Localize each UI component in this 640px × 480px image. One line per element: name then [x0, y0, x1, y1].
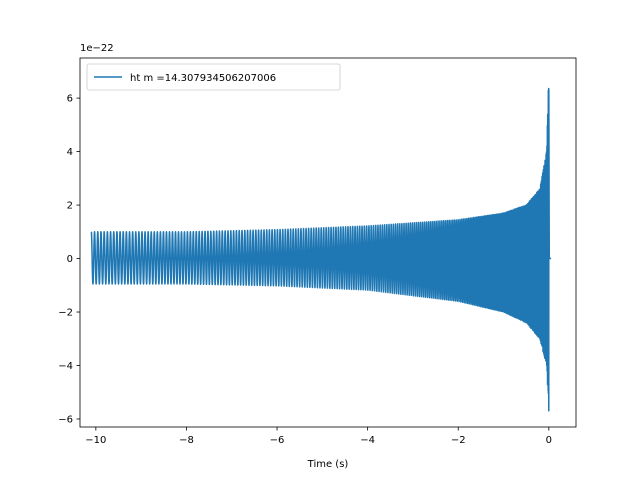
- x-tick-label: −4: [360, 435, 375, 446]
- x-tick-label: −2: [451, 435, 466, 446]
- series-line-ht: [90, 87, 552, 412]
- legend-frame: [86, 63, 341, 91]
- x-tick-label: −10: [85, 435, 106, 446]
- x-tick-label: 0: [546, 435, 552, 446]
- legend-label: ht m =14.307934506207006: [130, 73, 276, 84]
- x-tick-label: −8: [179, 435, 194, 446]
- axes-frame: [79, 57, 577, 428]
- legend: ht m =14.307934506207006: [86, 63, 341, 91]
- y-offset-text: 1e−22: [80, 43, 114, 54]
- y-tick-label: −2: [58, 308, 73, 319]
- y-tick-label: 2: [67, 201, 73, 212]
- y-axis: −6 −4 −2 0 2 4 6: [58, 94, 80, 425]
- y-tick-label: −6: [58, 414, 73, 425]
- x-tick-label: −6: [270, 435, 285, 446]
- plot-area: [79, 57, 577, 428]
- x-axis: −10 −8 −6 −4 −2 0: [85, 427, 552, 446]
- y-tick-label: 4: [67, 147, 73, 158]
- x-axis-label: Time (s): [307, 459, 349, 470]
- y-tick-label: −4: [58, 361, 73, 372]
- series-layer: [90, 87, 552, 412]
- y-tick-label: 0: [67, 254, 73, 265]
- y-tick-label: 6: [67, 94, 73, 105]
